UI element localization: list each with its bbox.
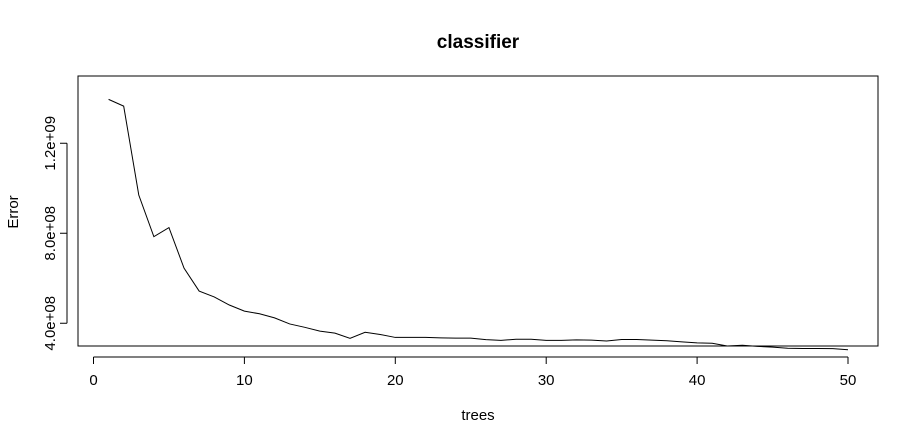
y-axis: 4.0e+08 8.0e+08 1.2e+09 (42, 116, 68, 351)
x-tick-label: 50 (840, 372, 857, 389)
x-tick-label: 10 (236, 372, 253, 389)
y-tick-label: 4.0e+08 (42, 296, 59, 351)
x-axis: 0 10 20 30 40 50 (89, 356, 857, 389)
error-line (108, 98, 849, 351)
x-tick-label: 40 (689, 372, 706, 389)
x-axis-label: trees (461, 407, 494, 424)
x-tick-label: 20 (387, 372, 404, 389)
chart-title: classifier (437, 32, 520, 53)
y-tick-label: 1.2e+09 (42, 116, 59, 171)
x-tick-label: 0 (89, 372, 97, 389)
y-tick-label: 8.0e+08 (42, 206, 59, 261)
plot-frame (77, 75, 879, 347)
x-tick-label: 30 (538, 372, 555, 389)
y-axis-label: Error (5, 195, 22, 228)
